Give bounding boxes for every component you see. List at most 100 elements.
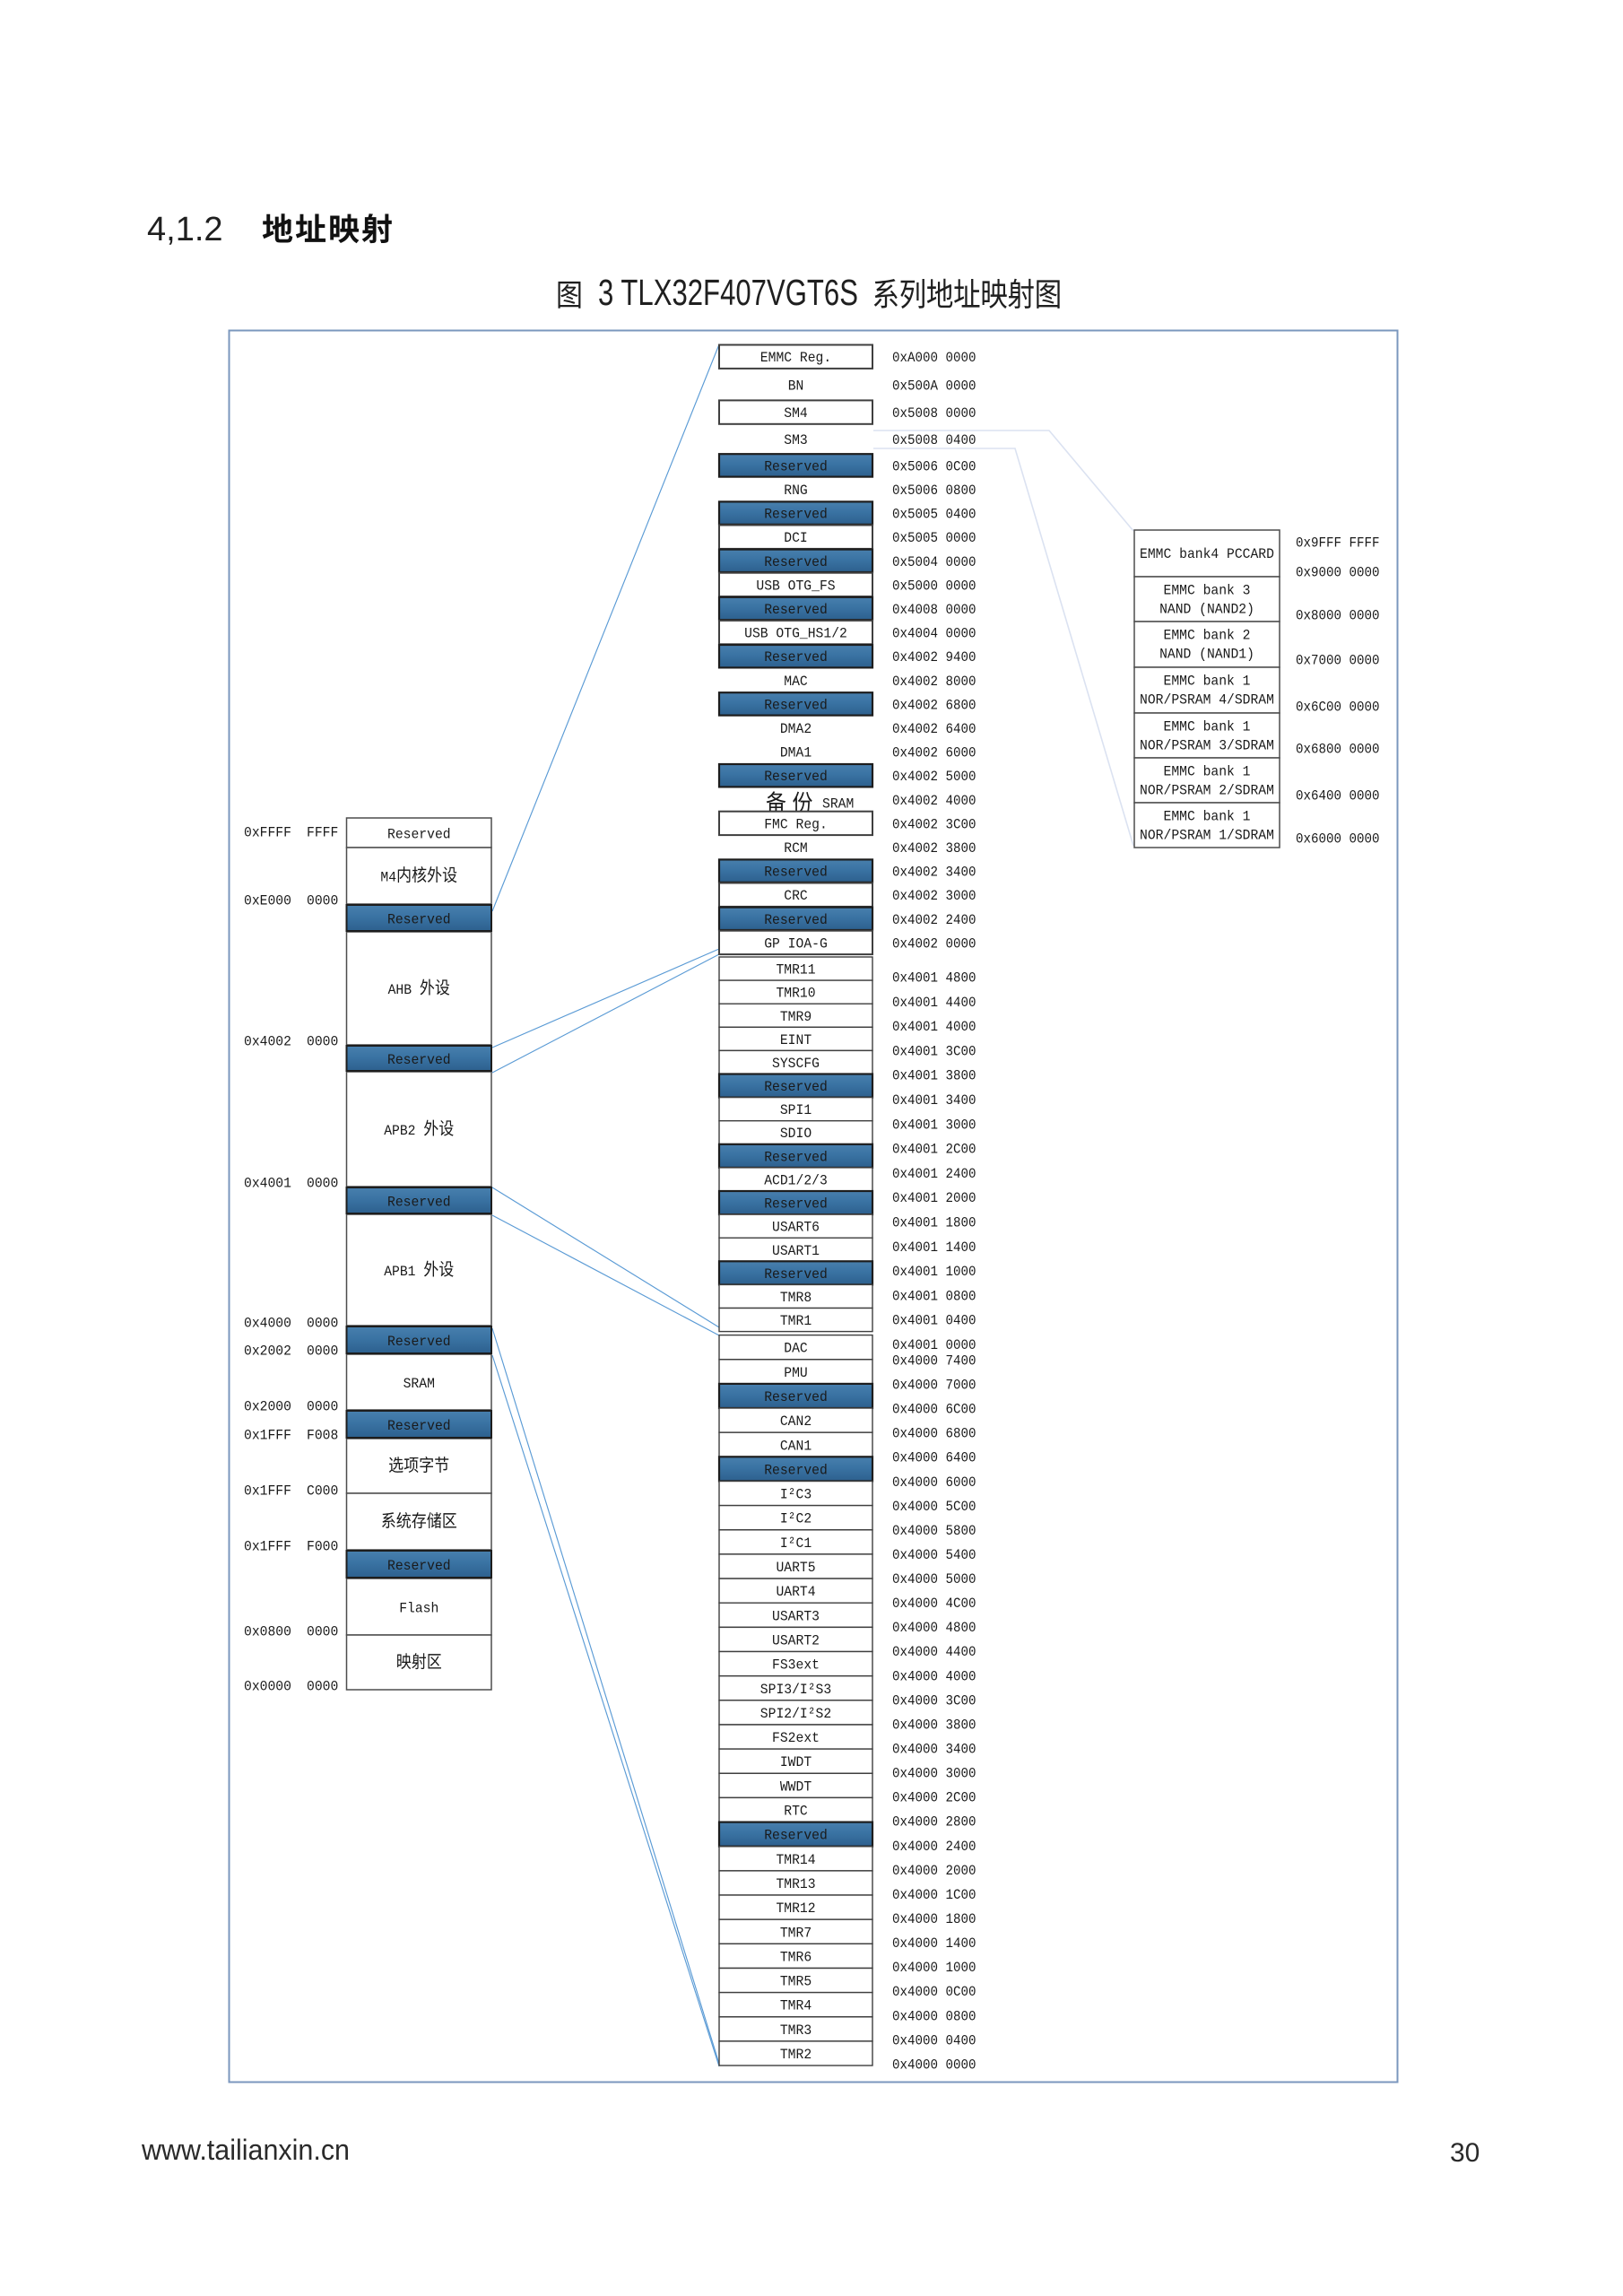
- svg-text:Reserved: Reserved: [764, 1828, 828, 1844]
- svg-text:0x4001 0800: 0x4001 0800: [892, 1288, 976, 1304]
- svg-text:0x4000 2800: 0x4000 2800: [892, 1814, 976, 1831]
- svg-text:0xA000 0000: 0xA000 0000: [892, 350, 976, 366]
- svg-text:Reserved: Reserved: [387, 1052, 451, 1068]
- svg-text:0x4000 2400: 0x4000 2400: [892, 1839, 976, 1855]
- svg-text:0000: 0000: [307, 1034, 338, 1050]
- svg-text:FS3ext: FS3ext: [772, 1657, 820, 1674]
- svg-text:Reserved: Reserved: [387, 1558, 451, 1574]
- svg-text:0x4001 3400: 0x4001 3400: [892, 1092, 976, 1109]
- svg-text:0000: 0000: [307, 1176, 338, 1192]
- svg-text:Reserved: Reserved: [764, 507, 828, 523]
- svg-text:0x5006 0C00: 0x5006 0C00: [892, 458, 976, 474]
- svg-text:SM4: SM4: [784, 405, 808, 422]
- svg-text:0x4001 2000: 0x4001 2000: [892, 1190, 976, 1206]
- svg-text:0000: 0000: [307, 1624, 338, 1640]
- svg-text:0x4002: 0x4002: [244, 1034, 291, 1050]
- svg-text:30: 30: [1450, 2138, 1480, 2168]
- svg-text:0x4001 1000: 0x4001 1000: [892, 1264, 976, 1280]
- svg-text:EMMC Reg.: EMMC Reg.: [760, 350, 831, 366]
- svg-text:TMR8: TMR8: [780, 1290, 812, 1306]
- svg-text:CRC: CRC: [784, 888, 808, 904]
- svg-text:TMR12: TMR12: [776, 1900, 815, 1917]
- svg-text:0x4000 6000: 0x4000 6000: [892, 1474, 976, 1491]
- svg-text:NOR/PSRAM 1/SDRAM: NOR/PSRAM 1/SDRAM: [1140, 828, 1274, 844]
- svg-text:USART1: USART1: [772, 1243, 820, 1259]
- svg-text:0x5006 0800: 0x5006 0800: [892, 483, 976, 499]
- svg-text:0x8000 0000: 0x8000 0000: [1296, 608, 1380, 624]
- svg-text:USB OTG_FS: USB OTG_FS: [756, 578, 835, 594]
- svg-text:0x4002 5000: 0x4002 5000: [892, 769, 976, 785]
- svg-text:TMR3: TMR3: [780, 2022, 812, 2039]
- svg-text:TMR4: TMR4: [780, 1998, 812, 2014]
- svg-text:0x4000 0400: 0x4000 0400: [892, 2032, 976, 2048]
- svg-text:0x4001 1800: 0x4001 1800: [892, 1215, 976, 1231]
- svg-text:RTC: RTC: [784, 1804, 808, 1820]
- svg-text:0x4002 9400: 0x4002 9400: [892, 649, 976, 665]
- svg-text:0x5005 0400: 0x5005 0400: [892, 507, 976, 523]
- svg-text:F008: F008: [307, 1428, 338, 1444]
- svg-text:SPI3/I²S3: SPI3/I²S3: [760, 1682, 831, 1698]
- svg-text:EMMC bank 2: EMMC bank 2: [1164, 628, 1251, 644]
- svg-text:0x7000 0000: 0x7000 0000: [1296, 653, 1380, 669]
- svg-text:FS2ext: FS2ext: [772, 1730, 820, 1746]
- svg-text:0xFFFF: 0xFFFF: [244, 825, 291, 841]
- svg-text:0x4000 6400: 0x4000 6400: [892, 1450, 976, 1466]
- svg-text:TMR5: TMR5: [780, 1974, 812, 1990]
- svg-text:0x4002 2400: 0x4002 2400: [892, 912, 976, 928]
- svg-text:0xE000: 0xE000: [244, 893, 291, 909]
- svg-text:0x4000 1C00: 0x4000 1C00: [892, 1887, 976, 1903]
- svg-text:EMMC bank 1: EMMC bank 1: [1164, 809, 1251, 825]
- svg-text:Reserved: Reserved: [387, 1418, 451, 1434]
- svg-text:Reserved: Reserved: [387, 912, 451, 928]
- svg-text:NOR/PSRAM 3/SDRAM: NOR/PSRAM 3/SDRAM: [1140, 738, 1274, 754]
- svg-text:BN: BN: [788, 378, 804, 394]
- svg-text:0x4000 3400: 0x4000 3400: [892, 1742, 976, 1758]
- svg-text:0x0800: 0x0800: [244, 1624, 291, 1640]
- svg-text:Reserved: Reserved: [387, 1334, 451, 1350]
- svg-text:0x4002 3800: 0x4002 3800: [892, 840, 976, 857]
- svg-text:Reserved: Reserved: [387, 1195, 451, 1211]
- svg-text:EMMC bank 1: EMMC bank 1: [1164, 674, 1251, 690]
- svg-text:USB OTG_HS1/2: USB OTG_HS1/2: [744, 626, 847, 642]
- svg-text:0x4008 0000: 0x4008 0000: [892, 602, 976, 618]
- svg-text:0x4000 4400: 0x4000 4400: [892, 1644, 976, 1660]
- svg-text:Reserved: Reserved: [764, 865, 828, 881]
- svg-text:0x4000 5800: 0x4000 5800: [892, 1523, 976, 1539]
- svg-text:0x4000 0000: 0x4000 0000: [892, 2057, 976, 2073]
- svg-text:0x4002 4000: 0x4002 4000: [892, 793, 976, 809]
- svg-text:0x6C00 0000: 0x6C00 0000: [1296, 700, 1380, 716]
- svg-text:0x4001 3800: 0x4001 3800: [892, 1068, 976, 1084]
- svg-text:0x4000 4C00: 0x4000 4C00: [892, 1596, 976, 1612]
- svg-text:USART3: USART3: [772, 1608, 820, 1624]
- svg-text:SRAM: SRAM: [822, 796, 854, 812]
- svg-text:0x4000 6800: 0x4000 6800: [892, 1426, 976, 1442]
- svg-text:3 TLX32F407VGT6S: 3 TLX32F407VGT6S: [598, 272, 858, 313]
- svg-text:I²C2: I²C2: [780, 1511, 812, 1527]
- svg-text:EMMC bank 3: EMMC bank 3: [1164, 583, 1251, 599]
- svg-text:0x5000 0000: 0x5000 0000: [892, 578, 976, 594]
- svg-text:UART5: UART5: [776, 1560, 815, 1576]
- svg-text:USART2: USART2: [772, 1633, 820, 1649]
- svg-text:0x4000 4000: 0x4000 4000: [892, 1668, 976, 1684]
- svg-text:0x9000 0000: 0x9000 0000: [1296, 565, 1380, 581]
- svg-text:0x4002 6800: 0x4002 6800: [892, 697, 976, 713]
- svg-text:0000: 0000: [307, 1316, 338, 1332]
- svg-text:0x0000: 0x0000: [244, 1679, 291, 1695]
- svg-text:0x1FFF: 0x1FFF: [244, 1483, 291, 1500]
- svg-text:EMMC bank4 PCCARD: EMMC bank4 PCCARD: [1140, 546, 1274, 562]
- svg-text:EINT: EINT: [780, 1032, 812, 1048]
- svg-text:Flash: Flash: [399, 1601, 438, 1617]
- svg-text:APB2: APB2: [384, 1123, 423, 1139]
- svg-text:Reserved: Reserved: [764, 602, 828, 618]
- svg-text:0x4000 2C00: 0x4000 2C00: [892, 1790, 976, 1806]
- svg-text:IWDT: IWDT: [780, 1754, 812, 1770]
- svg-text:APB1: APB1: [384, 1264, 423, 1280]
- svg-text:DCI: DCI: [784, 530, 808, 546]
- svg-text:0x6000 0000: 0x6000 0000: [1296, 831, 1380, 848]
- svg-text:NAND (NAND1): NAND (NAND1): [1159, 647, 1254, 663]
- svg-text:EMMC bank 1: EMMC bank 1: [1164, 719, 1251, 735]
- svg-text:0x1FFF: 0x1FFF: [244, 1428, 291, 1444]
- svg-text:0x4004 0000: 0x4004 0000: [892, 626, 976, 642]
- svg-text:0x4000 5C00: 0x4000 5C00: [892, 1499, 976, 1515]
- svg-text:MAC: MAC: [784, 674, 808, 690]
